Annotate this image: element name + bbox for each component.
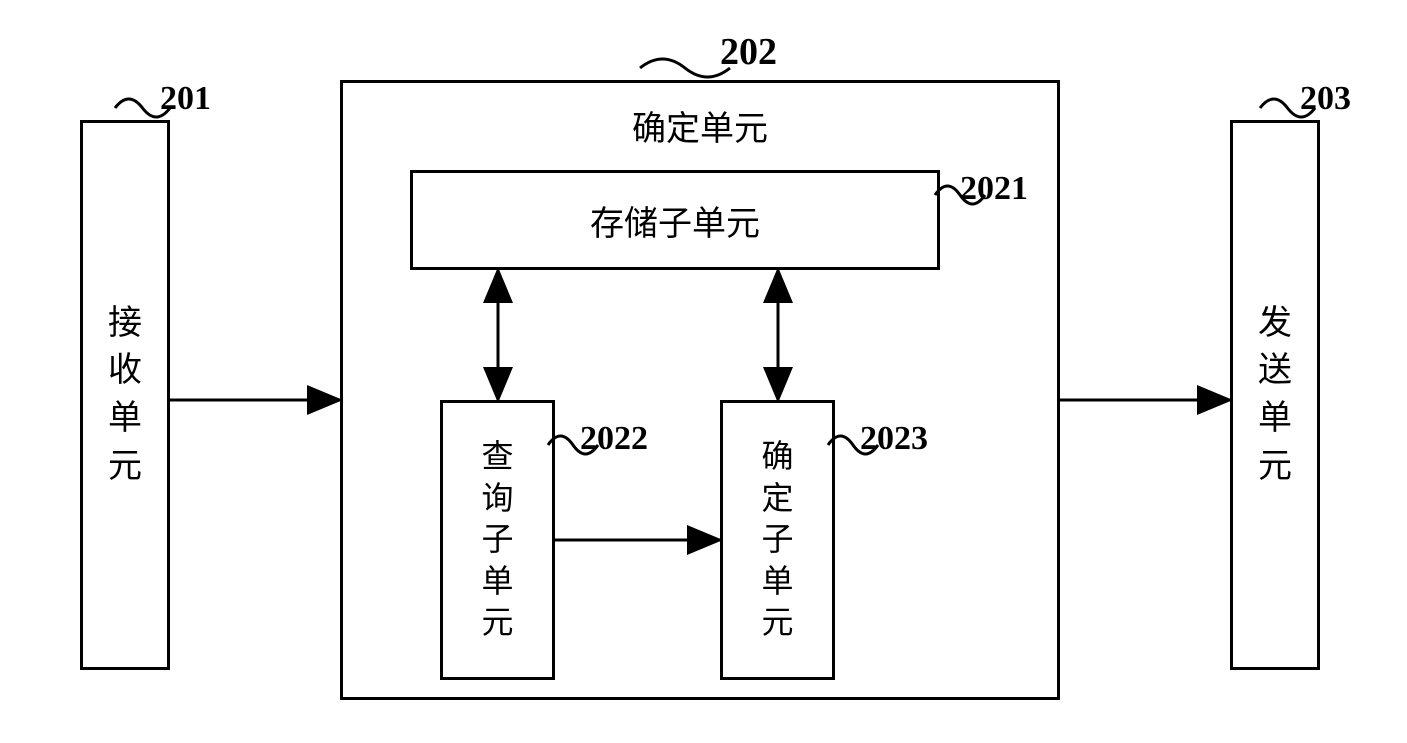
node-2021-storage-subunit: 存储子单元 [410, 170, 940, 270]
char: 单 [108, 395, 142, 443]
char: 接 [108, 300, 142, 348]
label-num-2021: 2021 [960, 170, 1028, 208]
diagram-canvas: 接 收 单 元 201 确定单元 202 存储子单元 2021 查 询 子 单 … [0, 0, 1407, 743]
char: 询 [481, 478, 513, 520]
char: 单 [481, 561, 513, 603]
char: 确 [761, 436, 793, 478]
node-2022-query-subunit: 查 询 子 单 元 [440, 400, 555, 680]
label-num-2023: 2023 [860, 420, 928, 458]
char: 单 [1258, 395, 1292, 443]
char: 送 [1258, 347, 1292, 395]
label-num-203: 203 [1300, 80, 1351, 118]
node-203-label: 发 送 单 元 [1258, 300, 1292, 490]
label-num-202: 202 [720, 30, 777, 74]
label-num-2022: 2022 [580, 420, 648, 458]
char: 元 [108, 443, 142, 491]
char: 元 [1258, 443, 1292, 491]
node-2023-determine-subunit: 确 定 子 单 元 [720, 400, 835, 680]
node-203-send-unit: 发 送 单 元 [1230, 120, 1320, 670]
char: 元 [481, 602, 513, 644]
char: 发 [1258, 300, 1292, 348]
char: 元 [761, 602, 793, 644]
char: 单 [761, 561, 793, 603]
char: 子 [481, 519, 513, 561]
node-202-title: 确定单元 [343, 101, 1057, 150]
node-2022-label: 查 询 子 单 元 [481, 436, 513, 644]
char: 定 [761, 478, 793, 520]
label-num-201: 201 [160, 80, 211, 118]
node-2023-label: 确 定 子 单 元 [761, 436, 793, 644]
char: 查 [481, 436, 513, 478]
node-2021-label: 存储子单元 [590, 196, 760, 245]
node-201-receive-unit: 接 收 单 元 [80, 120, 170, 670]
node-201-label: 接 收 单 元 [108, 300, 142, 490]
char: 子 [761, 519, 793, 561]
char: 收 [108, 347, 142, 395]
